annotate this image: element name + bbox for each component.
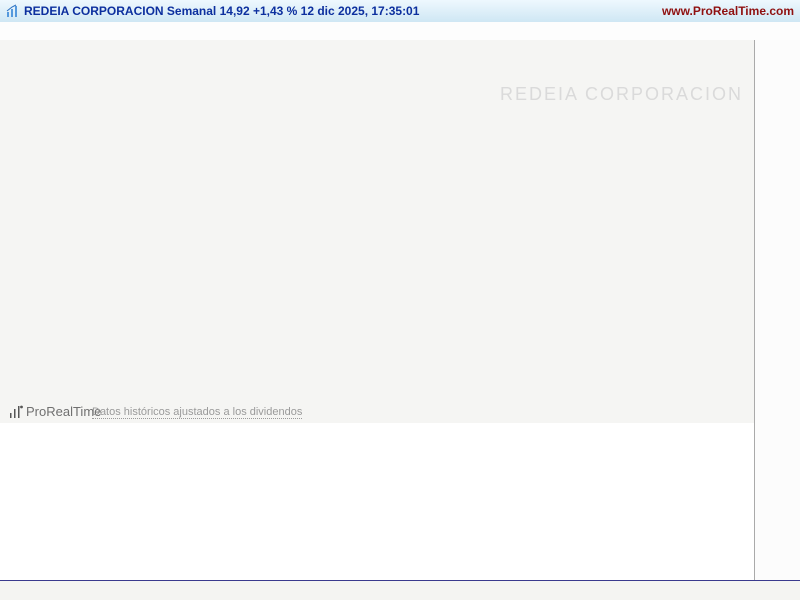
watermark: REDEIA CORPORACION <box>500 84 744 104</box>
dividends-note[interactable]: Datos históricos ajustados a los dividen… <box>92 406 303 419</box>
prorealtime-glyph-icon <box>8 404 24 423</box>
legend-bar <box>0 22 800 40</box>
title-bar: REDEIA CORPORACION Semanal 14,92 +1,43 %… <box>0 0 800 23</box>
time-axis[interactable] <box>0 580 800 600</box>
prorealtime-link[interactable]: www.ProRealTime.com <box>661 4 794 18</box>
price-chart-svg <box>0 40 754 423</box>
instrument-title: REDEIA CORPORACION Semanal 14,92 +1,43 %… <box>24 4 420 18</box>
chart-logo-icon <box>6 4 17 17</box>
price-axis-gutter[interactable] <box>754 40 800 580</box>
prorealtime-watermark: ProRealTime <box>26 404 102 419</box>
main-chart-area[interactable] <box>0 40 754 423</box>
